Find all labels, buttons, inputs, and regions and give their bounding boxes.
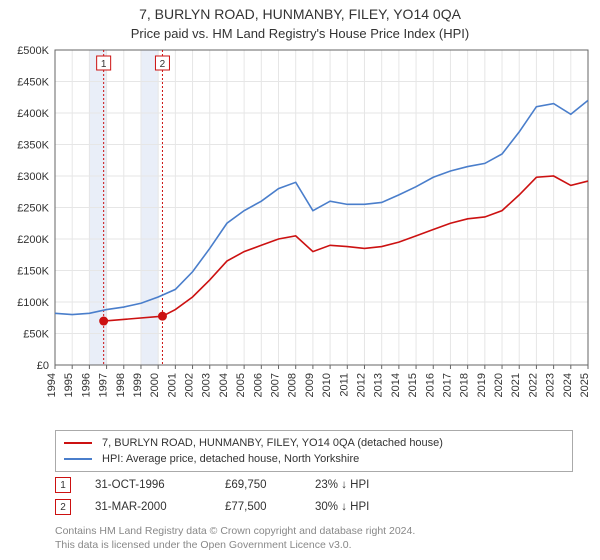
svg-text:2004: 2004 [218,373,230,397]
svg-text:£450K: £450K [17,77,49,89]
svg-text:1996: 1996 [80,373,92,397]
svg-text:2015: 2015 [407,373,419,397]
svg-text:£350K: £350K [17,140,49,152]
svg-text:£400K: £400K [17,108,49,120]
svg-text:2021: 2021 [510,373,522,397]
chart-title-sub: Price paid vs. HM Land Registry's House … [0,26,600,41]
svg-text:2: 2 [160,59,166,70]
transaction-pct: 23% ↓ HPI [315,479,435,491]
svg-text:2007: 2007 [270,373,282,397]
transaction-row: 1 31-OCT-1996 £69,750 23% ↓ HPI [55,474,435,496]
transaction-marker-1: 1 [55,477,71,493]
svg-text:2024: 2024 [562,373,574,397]
svg-text:2001: 2001 [166,373,178,397]
svg-text:2006: 2006 [252,373,264,397]
svg-text:£500K: £500K [17,45,49,57]
svg-text:2000: 2000 [149,373,161,397]
legend-label-price-paid: 7, BURLYN ROAD, HUNMANBY, FILEY, YO14 0Q… [102,437,443,449]
svg-text:1999: 1999 [132,373,144,397]
svg-text:1998: 1998 [115,373,127,397]
svg-text:£0: £0 [37,360,49,372]
svg-text:£250K: £250K [17,203,49,215]
footer-line-2: This data is licensed under the Open Gov… [55,538,415,552]
transaction-pct: 30% ↓ HPI [315,501,435,513]
svg-text:2022: 2022 [527,373,539,397]
price-chart: £0 £50K £100K £150K £200K £250K £300K £350K £400… [0,42,600,427]
svg-text:£300K: £300K [17,171,49,183]
svg-text:2009: 2009 [304,373,316,397]
svg-text:2003: 2003 [201,373,213,397]
legend-label-hpi: HPI: Average price, detached house, Nort… [102,453,359,465]
svg-text:£50K: £50K [23,329,49,341]
svg-text:2013: 2013 [373,373,385,397]
svg-text:2011: 2011 [338,373,350,397]
svg-text:1997: 1997 [98,373,110,397]
svg-text:£200K: £200K [17,234,49,246]
svg-text:£100K: £100K [17,297,49,309]
legend-row-hpi: HPI: Average price, detached house, Nort… [64,451,564,467]
transaction-date: 31-MAR-2000 [95,501,225,513]
svg-text:1994: 1994 [46,373,58,397]
transaction-marker-2: 2 [55,499,71,515]
svg-text:2008: 2008 [287,373,299,397]
footer-attribution: Contains HM Land Registry data © Crown c… [55,524,415,552]
svg-text:2014: 2014 [390,373,402,397]
svg-text:2012: 2012 [355,373,367,397]
transaction-price: £69,750 [225,479,315,491]
svg-text:2005: 2005 [235,373,247,397]
transaction-list: 1 31-OCT-1996 £69,750 23% ↓ HPI 2 31-MAR… [55,474,435,518]
svg-text:2019: 2019 [476,373,488,397]
legend-swatch-hpi [64,458,92,460]
footer-line-1: Contains HM Land Registry data © Crown c… [55,524,415,538]
svg-text:1995: 1995 [63,373,75,397]
svg-text:2023: 2023 [545,373,557,397]
transaction-date: 31-OCT-1996 [95,479,225,491]
svg-text:2017: 2017 [441,373,453,397]
svg-text:2018: 2018 [459,373,471,397]
legend: 7, BURLYN ROAD, HUNMANBY, FILEY, YO14 0Q… [55,430,573,472]
legend-swatch-price-paid [64,442,92,444]
svg-text:2010: 2010 [321,373,333,397]
svg-text:2025: 2025 [579,373,591,397]
legend-row-price-paid: 7, BURLYN ROAD, HUNMANBY, FILEY, YO14 0Q… [64,435,564,451]
transaction-price: £77,500 [225,501,315,513]
svg-text:2020: 2020 [493,373,505,397]
svg-text:2002: 2002 [184,373,196,397]
svg-text:1: 1 [101,59,107,70]
svg-text:£150K: £150K [17,266,49,278]
svg-text:2016: 2016 [424,373,436,397]
transaction-row: 2 31-MAR-2000 £77,500 30% ↓ HPI [55,496,435,518]
chart-title-main: 7, BURLYN ROAD, HUNMANBY, FILEY, YO14 0Q… [0,6,600,22]
